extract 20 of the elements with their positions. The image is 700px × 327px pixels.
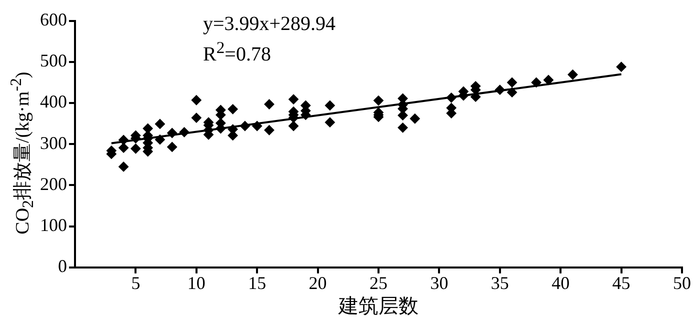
x-tick-label: 5 — [131, 272, 140, 293]
x-tick-label: 10 — [187, 272, 206, 293]
y-tick-label: 500 — [40, 50, 67, 71]
x-tick-label: 45 — [612, 272, 630, 293]
x-tick-label: 20 — [308, 272, 327, 293]
x-axis-title: 建筑层数 — [338, 295, 418, 318]
y-tick-label: 300 — [40, 132, 67, 153]
y-tick-label: 100 — [40, 215, 67, 236]
y-tick-label: 200 — [40, 174, 67, 194]
x-tick-label: 25 — [370, 272, 388, 293]
y-tick-label: 400 — [40, 92, 67, 112]
x-tick-label: 40 — [552, 272, 570, 293]
annotation: R$^{2}$=0.78 — [203, 37, 272, 67]
y-tick-label: 0 — [58, 256, 67, 276]
x-tick-label: 15 — [248, 272, 266, 293]
x-tick-label: 35 — [490, 272, 509, 293]
y-tick-label: 600 — [40, 10, 67, 30]
x-tick-label: 50 — [673, 272, 691, 293]
annotation: y=3.99x+289.94 — [203, 12, 336, 36]
x-tick-label: 30 — [430, 272, 448, 293]
